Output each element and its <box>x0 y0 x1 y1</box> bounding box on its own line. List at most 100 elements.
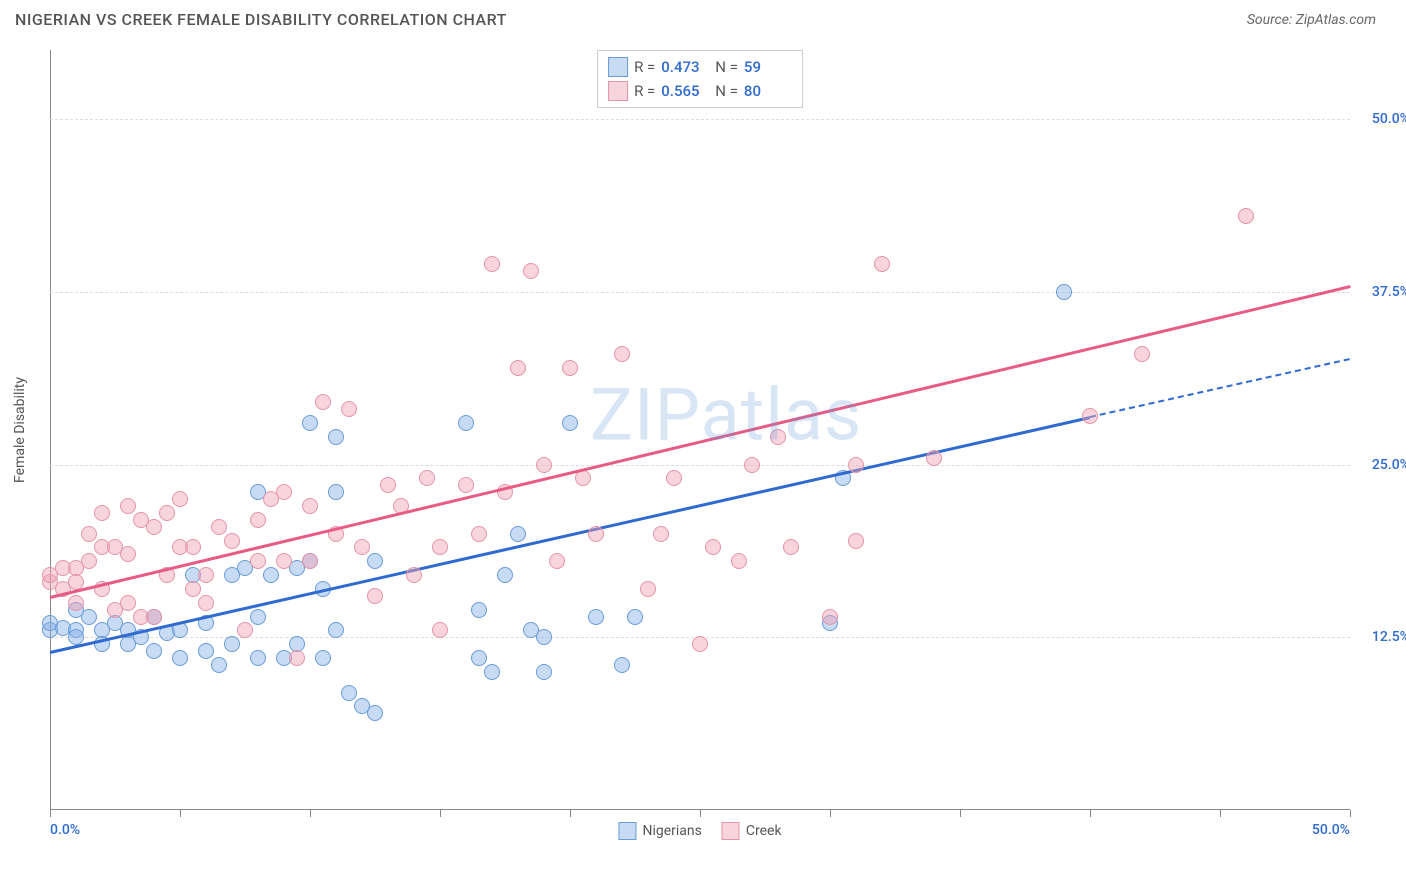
scatter-point <box>250 512 266 528</box>
x-tick <box>180 810 181 817</box>
series-legend-item: Nigerians <box>618 822 701 840</box>
x-tick <box>570 810 571 817</box>
scatter-point <box>588 526 604 542</box>
y-tick-label: 37.5% <box>1372 284 1406 300</box>
x-tick <box>1220 810 1221 817</box>
legend-swatch <box>722 822 740 840</box>
x-tick <box>50 810 51 817</box>
x-tick <box>830 810 831 817</box>
scatter-point <box>848 457 864 473</box>
scatter-point <box>211 519 227 535</box>
series-legend: Nigerians Creek <box>618 822 781 840</box>
scatter-point <box>341 401 357 417</box>
scatter-point <box>172 491 188 507</box>
scatter-point <box>653 526 669 542</box>
scatter-point <box>94 505 110 521</box>
scatter-point <box>1238 208 1254 224</box>
scatter-point <box>536 629 552 645</box>
scatter-point <box>406 567 422 583</box>
scatter-point <box>848 533 864 549</box>
chart-title: NIGERIAN VS CREEK FEMALE DISABILITY CORR… <box>15 10 507 29</box>
scatter-point <box>614 346 630 362</box>
scatter-point <box>692 636 708 652</box>
scatter-point <box>237 622 253 638</box>
correlation-legend-row: R =0.473N =59 <box>608 55 792 79</box>
scatter-point <box>263 567 279 583</box>
scatter-point <box>419 470 435 486</box>
gridline-h <box>50 119 1350 120</box>
scatter-point <box>874 256 890 272</box>
trend-line <box>50 285 1351 598</box>
x-tick-label: 50.0% <box>1312 822 1350 838</box>
r-label: R = <box>634 82 655 100</box>
x-tick <box>310 810 311 817</box>
scatter-point <box>81 553 97 569</box>
n-label: N = <box>715 58 738 76</box>
scatter-point <box>146 643 162 659</box>
scatter-point <box>575 470 591 486</box>
scatter-point <box>328 622 344 638</box>
scatter-point <box>120 498 136 514</box>
scatter-point <box>926 450 942 466</box>
scatter-point <box>120 546 136 562</box>
series-name: Creek <box>746 823 782 839</box>
x-tick-label: 0.0% <box>50 822 80 838</box>
scatter-point <box>328 429 344 445</box>
scatter-point <box>341 685 357 701</box>
scatter-point <box>523 263 539 279</box>
source-label: Source: <box>1247 12 1296 28</box>
scatter-point <box>471 602 487 618</box>
scatter-point <box>302 498 318 514</box>
scatter-point <box>250 553 266 569</box>
scatter-point <box>471 526 487 542</box>
legend-swatch <box>618 822 636 840</box>
source-attribution: Source: ZipAtlas.com <box>1247 12 1376 28</box>
scatter-point <box>432 539 448 555</box>
scatter-point <box>289 650 305 666</box>
plot-region: 12.5%25.0%37.5%50.0%0.0%50.0% <box>50 50 1350 810</box>
scatter-point <box>302 415 318 431</box>
n-value: 59 <box>744 58 792 76</box>
scatter-point <box>562 415 578 431</box>
scatter-point <box>250 609 266 625</box>
scatter-point <box>497 567 513 583</box>
y-tick-label: 12.5% <box>1372 629 1406 645</box>
scatter-point <box>198 595 214 611</box>
scatter-point <box>354 539 370 555</box>
scatter-point <box>614 657 630 673</box>
scatter-point <box>666 470 682 486</box>
scatter-point <box>536 664 552 680</box>
scatter-point <box>484 256 500 272</box>
scatter-point <box>198 567 214 583</box>
scatter-point <box>276 484 292 500</box>
scatter-point <box>211 657 227 673</box>
scatter-point <box>146 609 162 625</box>
scatter-point <box>510 360 526 376</box>
scatter-point <box>380 477 396 493</box>
x-tick <box>440 810 441 817</box>
scatter-point <box>536 457 552 473</box>
x-tick <box>1090 810 1091 817</box>
trend-line <box>1090 358 1350 418</box>
scatter-point <box>731 553 747 569</box>
scatter-point <box>1056 284 1072 300</box>
scatter-point <box>744 457 760 473</box>
series-legend-item: Creek <box>722 822 782 840</box>
scatter-point <box>1134 346 1150 362</box>
scatter-point <box>510 526 526 542</box>
scatter-point <box>146 519 162 535</box>
source-name: ZipAtlas.com <box>1296 12 1376 28</box>
scatter-point <box>224 533 240 549</box>
legend-swatch <box>608 57 628 77</box>
scatter-point <box>562 360 578 376</box>
scatter-point <box>159 505 175 521</box>
scatter-point <box>302 553 318 569</box>
scatter-point <box>68 595 84 611</box>
gridline-h <box>50 465 1350 466</box>
scatter-point <box>172 650 188 666</box>
gridline-h <box>50 292 1350 293</box>
y-tick-label: 50.0% <box>1372 111 1406 127</box>
x-tick <box>700 810 701 817</box>
chart-plot-area: Female Disability 12.5%25.0%37.5%50.0%0.… <box>50 50 1350 810</box>
scatter-point <box>198 643 214 659</box>
